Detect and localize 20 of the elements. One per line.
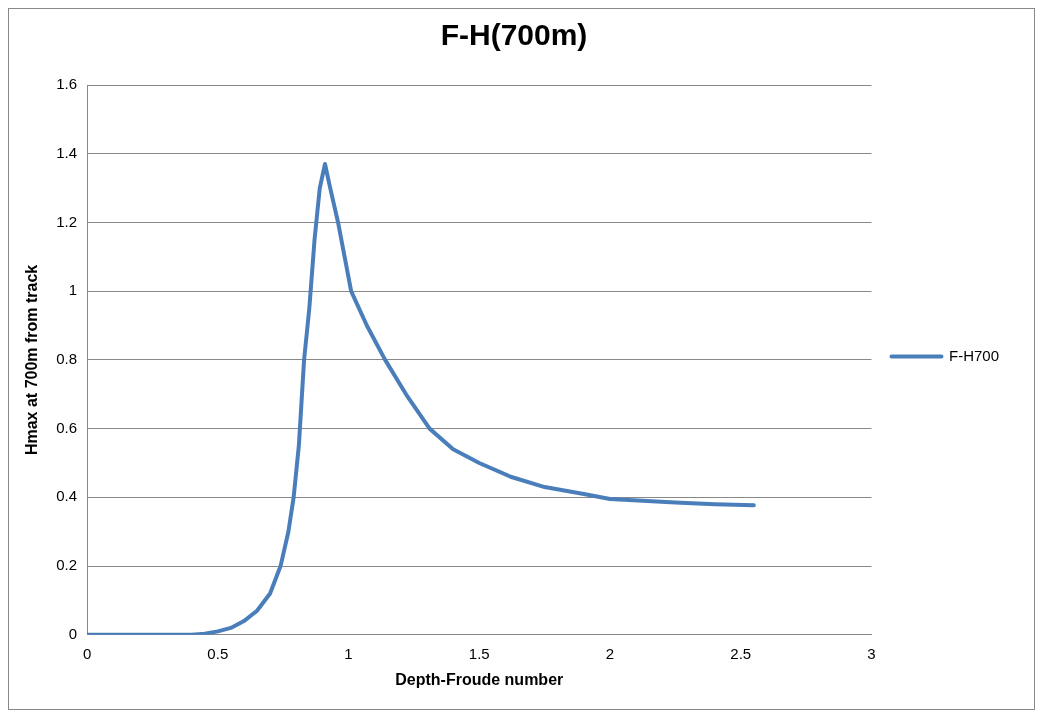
x-tick-label: 0.5 <box>207 644 229 662</box>
y-tick-label: 0.8 <box>56 350 78 368</box>
y-tick-label: 1.4 <box>56 143 78 161</box>
y-tick-label: 0.4 <box>56 487 78 505</box>
legend-label: F-H700 <box>948 346 1000 364</box>
y-tick-label: 1 <box>68 281 78 299</box>
y-axis-title: Hmax at 700m from track <box>23 264 41 456</box>
x-tick-label: 1.5 <box>468 644 490 662</box>
y-tick-label: 1.6 <box>56 75 78 93</box>
y-tick-label: 0 <box>68 624 78 642</box>
y-tick-label: 0.6 <box>56 418 78 436</box>
y-tick-label: 0.2 <box>56 556 78 574</box>
x-tick-label: 2 <box>605 644 615 662</box>
x-tick-label: 2.5 <box>730 644 752 662</box>
x-tick-label: 1 <box>344 644 353 662</box>
chart-title: F-H(700m) <box>440 18 588 52</box>
x-tick-label: 0 <box>82 644 92 662</box>
x-axis-title: Depth-Froude number <box>395 670 564 688</box>
y-tick-label: 1.2 <box>56 212 78 230</box>
x-tick-label: 3 <box>867 644 876 662</box>
